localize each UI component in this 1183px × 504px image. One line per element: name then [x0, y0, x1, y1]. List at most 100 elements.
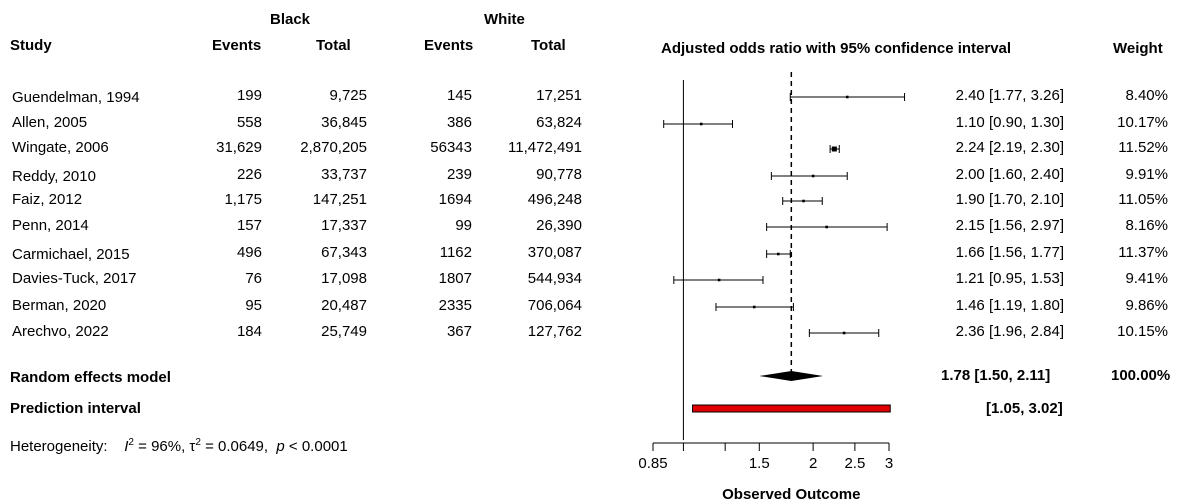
point-estimate	[776, 252, 780, 256]
study-name: Reddy, 2010	[12, 168, 96, 185]
p-symbol: p	[276, 438, 285, 455]
x-tick-label: 3	[885, 455, 893, 472]
black-total: 147,251	[312, 191, 367, 208]
white-events: 99	[455, 217, 472, 234]
black-total: 33,737	[321, 166, 367, 183]
weight-value: 9.91%	[1125, 166, 1168, 183]
i2-value: = 96%,	[133, 438, 190, 455]
white-total: 496,248	[527, 191, 582, 208]
black-events: 199	[236, 87, 262, 104]
black-events: 558	[236, 114, 262, 131]
white-events: 1162	[439, 244, 472, 261]
white-total: 127,762	[527, 323, 582, 340]
point-estimate	[842, 331, 846, 335]
white-events: 2335	[438, 297, 472, 314]
white-events: 1807	[438, 270, 472, 287]
point-estimate	[811, 174, 815, 178]
p-value: < 0.0001	[284, 438, 348, 455]
header-black-total: Total	[316, 37, 351, 54]
study-name: Arechvo, 2022	[12, 323, 109, 340]
study-name: Berman, 2020	[12, 297, 107, 314]
white-total: 17,251	[536, 87, 582, 104]
point-estimate	[752, 305, 756, 309]
heterogeneity-text: Heterogeneity: I2 = 96%, τ2 = 0.0649, p …	[10, 434, 348, 456]
header-study: Study	[10, 37, 52, 54]
i2-superscript: 2	[128, 437, 134, 448]
ci-text: 1.90 [1.70, 2.10]	[955, 191, 1064, 208]
study-name: Penn, 2014	[12, 217, 89, 234]
ci-text: 1.66 [1.56, 1.77]	[955, 244, 1064, 261]
white-events: 239	[446, 166, 472, 183]
ci-text: 1.46 [1.19, 1.80]	[955, 297, 1064, 314]
ci-text: 2.24 [2.19, 2.30]	[955, 139, 1064, 156]
white-total: 63,824	[536, 114, 582, 131]
x-tick-label: 0.85	[638, 455, 667, 472]
tau-value: = 0.0649,	[200, 438, 273, 455]
random-effects-label: Random effects model	[10, 369, 171, 386]
point-estimate	[831, 146, 837, 152]
black-events: 157	[236, 217, 262, 234]
weight-value: 10.17%	[1117, 114, 1168, 131]
point-estimate	[825, 225, 828, 229]
black-events: 1,175	[224, 191, 262, 208]
point-estimate	[845, 95, 849, 99]
white-total: 370,087	[527, 244, 582, 261]
ci-text: 2.00 [1.60, 2.40]	[955, 166, 1064, 183]
x-axis-label: Observed Outcome	[722, 486, 860, 503]
white-total: 11,472,491	[508, 139, 582, 156]
weight-value: 11.37%	[1118, 244, 1168, 261]
weight-value: 8.16%	[1125, 217, 1168, 234]
black-total: 67,343	[321, 244, 367, 261]
ci-text: 1.10 [0.90, 1.30]	[955, 114, 1064, 131]
point-estimate	[699, 122, 703, 126]
white-events: 367	[446, 323, 472, 340]
x-tick-label: 2.5	[844, 455, 865, 472]
study-name: Carmichael, 2015	[12, 246, 130, 263]
tau-symbol: τ	[189, 438, 196, 455]
black-events: 95	[245, 297, 262, 314]
black-events: 31,629	[216, 139, 262, 156]
random-effects-weight: 100.00%	[1111, 367, 1171, 384]
tau-superscript: 2	[195, 437, 201, 448]
study-name: Guendelman, 1994	[12, 89, 140, 106]
header-white: White	[484, 11, 525, 28]
ci-text: 2.36 [1.96, 2.84]	[955, 323, 1064, 340]
header-black-events: Events	[212, 37, 262, 54]
point-estimate	[717, 278, 721, 282]
pooled-diamond	[759, 371, 824, 381]
white-total: 90,778	[536, 166, 582, 183]
weight-value: 10.15%	[1117, 323, 1168, 340]
black-total: 25,749	[321, 323, 367, 340]
prediction-interval-bar	[692, 404, 891, 413]
random-effects-ci-text: 1.78 [1.50, 2.11]	[941, 367, 1051, 384]
ci-text: 2.40 [1.77, 3.26]	[955, 87, 1064, 104]
weight-value: 9.41%	[1125, 270, 1168, 287]
black-total: 9,725	[329, 87, 367, 104]
weight-value: 11.05%	[1118, 191, 1168, 208]
black-total: 17,098	[321, 270, 367, 287]
white-total: 26,390	[536, 217, 582, 234]
white-events: 1694	[438, 191, 472, 208]
prediction-interval-label: Prediction interval	[10, 400, 141, 417]
weight-value: 9.86%	[1125, 297, 1168, 314]
white-total: 706,064	[527, 297, 582, 314]
study-name: Wingate, 2006	[12, 139, 109, 156]
study-name: Allen, 2005	[12, 114, 88, 131]
header-white-total: Total	[531, 37, 566, 54]
ci-text: 1.21 [0.95, 1.53]	[955, 270, 1064, 287]
prediction-interval-text: [1.05, 3.02]	[986, 400, 1063, 417]
header-white-events: Events	[424, 37, 474, 54]
i2-symbol: I	[124, 438, 129, 455]
white-events: 56343	[430, 139, 472, 156]
point-estimate	[802, 199, 805, 203]
study-name: Faiz, 2012	[12, 191, 83, 208]
header-plot-title: Adjusted odds ratio with 95% confidence …	[661, 40, 1012, 57]
black-events: 496	[236, 244, 262, 261]
x-tick-label: 1.5	[749, 455, 770, 472]
white-total: 544,934	[527, 270, 582, 287]
black-total: 36,845	[321, 114, 367, 131]
header-black: Black	[270, 11, 311, 28]
ci-text: 2.15 [1.56, 2.97]	[955, 217, 1064, 234]
heterogeneity-label: Heterogeneity:	[10, 438, 108, 455]
